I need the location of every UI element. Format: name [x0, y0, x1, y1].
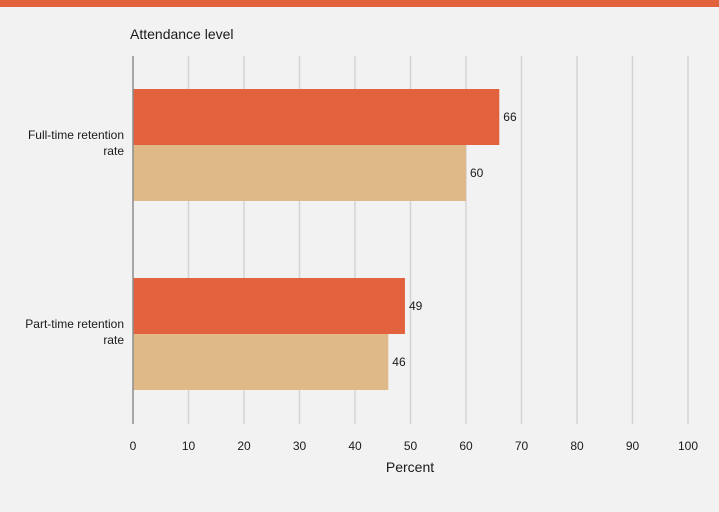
x-tick-label-10: 10 [182, 439, 196, 453]
data-label-cat2-series1: 49 [409, 299, 423, 313]
bars: 66 60 49 46 [133, 89, 517, 390]
data-label-cat2-series2: 46 [392, 355, 406, 369]
category-label-1: Full-time retention rate [28, 128, 124, 158]
bar-cat1-series1 [133, 89, 500, 145]
x-tick-label-20: 20 [237, 439, 251, 453]
x-tick-label-60: 60 [459, 439, 473, 453]
x-tick-label-90: 90 [626, 439, 640, 453]
x-axis-title: Percent [386, 459, 434, 475]
x-tick-label-0: 0 [130, 439, 137, 453]
top-accent-bar [0, 0, 719, 7]
x-tick-label-100: 100 [678, 439, 698, 453]
x-tick-label-40: 40 [348, 439, 362, 453]
x-tick-label-30: 30 [293, 439, 307, 453]
bar-cat2-series1 [133, 278, 405, 334]
category-labels: Full-time retention rate Part-time retenti… [25, 128, 124, 347]
x-tick-label-70: 70 [515, 439, 529, 453]
bar-cat2-series2 [133, 334, 389, 390]
data-label-cat1-series2: 60 [470, 166, 484, 180]
chart-header-label: Attendance level [130, 26, 234, 42]
x-tick-label-50: 50 [404, 439, 418, 453]
x-tick-labels: 0 10 20 30 40 50 60 70 80 90 100 [130, 439, 699, 453]
bar-cat1-series2 [133, 145, 466, 201]
category-label-2: Part-time retention rate [25, 317, 124, 347]
x-tick-label-80: 80 [570, 439, 584, 453]
data-label-cat1-series1: 66 [503, 110, 517, 124]
